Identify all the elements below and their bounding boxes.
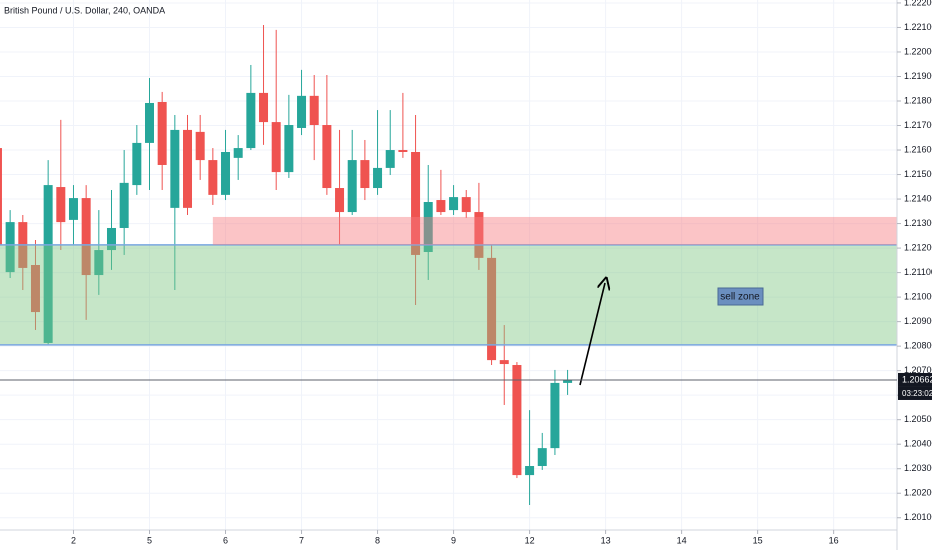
y-tick-label: 1.21100 — [904, 267, 932, 277]
candle-body — [512, 365, 522, 476]
candle-body — [487, 257, 497, 361]
x-tick-label: 5 — [147, 535, 152, 545]
candle-body — [411, 151, 421, 255]
x-tick-label: 7 — [299, 535, 304, 545]
candle-body — [373, 167, 383, 189]
x-tick-label: 14 — [677, 535, 687, 545]
y-tick-label: 1.20800 — [904, 341, 932, 351]
candle-body — [284, 125, 294, 173]
candle-body — [30, 265, 40, 313]
y-tick-label: 1.20500 — [904, 414, 932, 424]
candle-body — [563, 379, 573, 383]
annotation-box — [717, 287, 764, 306]
candle-body — [106, 227, 116, 251]
candle-body — [436, 200, 446, 213]
arrow — [579, 283, 605, 386]
candle-body — [0, 148, 2, 245]
y-tick-label: 1.20200 — [904, 488, 932, 498]
candle-body — [132, 142, 142, 186]
candle-body — [499, 360, 509, 365]
y-tick-label: 1.20300 — [904, 463, 932, 473]
y-tick-label: 1.21500 — [904, 169, 932, 179]
x-tick-label: 16 — [829, 535, 839, 545]
candle-body — [170, 129, 180, 208]
y-tick-label: 1.21600 — [904, 144, 932, 154]
y-tick-label: 1.21300 — [904, 218, 932, 228]
annotation: sell zone — [720, 292, 760, 303]
candle-body — [347, 160, 357, 213]
candle-body — [322, 125, 332, 189]
candle-body — [157, 101, 167, 165]
x-tick-label: 12 — [525, 535, 535, 545]
candle-body — [259, 92, 269, 123]
zones — [0, 216, 897, 346]
last-price-box — [898, 372, 932, 387]
candle-body — [195, 131, 205, 161]
candle-body — [360, 160, 370, 189]
candle-body — [43, 185, 53, 343]
candle-body — [423, 201, 433, 253]
x-tick-label: 6 — [223, 535, 228, 545]
y-tick-label: 1.21200 — [904, 242, 932, 252]
candle-body — [246, 92, 256, 149]
candle-body — [221, 151, 231, 195]
x-tick-label: 13 — [601, 535, 611, 545]
candle-body — [525, 466, 535, 476]
candle-body — [5, 222, 15, 273]
candle-body — [119, 182, 129, 228]
candle-body — [537, 448, 547, 467]
candle-body — [183, 129, 193, 208]
candle-body — [461, 197, 471, 213]
y-tick-label: 1.21800 — [904, 95, 932, 105]
x-tick-label: 15 — [753, 535, 763, 545]
y-tick-label: 1.20700 — [904, 365, 932, 375]
y-tick-label: 1.20400 — [904, 439, 932, 449]
candle-body — [398, 150, 408, 152]
candle-body — [385, 150, 395, 168]
chart-title: British Pound / U.S. Dollar, 240, OANDA — [4, 5, 165, 15]
plot-area — [0, 25, 573, 505]
grid — [0, 0, 897, 530]
zone — [212, 216, 897, 245]
candle-body — [271, 122, 281, 173]
y-tick-label: 1.21000 — [904, 291, 932, 301]
candle-body — [297, 95, 307, 128]
candle-body — [81, 198, 91, 276]
candle-body — [449, 197, 459, 211]
y-tick-label: 1.20100 — [904, 512, 932, 522]
candle-body — [56, 187, 66, 223]
candle-body — [335, 188, 345, 213]
candle-body — [208, 160, 218, 195]
y-tick-label: 1.21700 — [904, 120, 932, 130]
candle-body — [550, 382, 560, 449]
candle-body — [94, 250, 104, 276]
y-tick-label: 1.22100 — [904, 22, 932, 32]
y-tick-label: 1.21900 — [904, 71, 932, 81]
x-tick-label: 8 — [375, 535, 380, 545]
last-price-label: 1.20662 — [902, 374, 932, 384]
x-tick-label: 9 — [451, 535, 456, 545]
y-tick-label: 1.22000 — [904, 46, 932, 56]
candle-body — [233, 148, 243, 158]
candle-body — [68, 198, 78, 220]
candle-body — [474, 212, 484, 258]
candle-body — [309, 95, 319, 126]
countdown-box — [898, 386, 932, 400]
y-tick-label: 1.22200 — [904, 0, 932, 7]
countdown: 03:23:02 — [902, 389, 932, 398]
y-tick-label: 1.20900 — [904, 316, 932, 326]
candle-body — [145, 102, 154, 143]
x-tick-label: 2 — [71, 535, 76, 545]
y-tick-label: 1.21400 — [904, 193, 932, 203]
